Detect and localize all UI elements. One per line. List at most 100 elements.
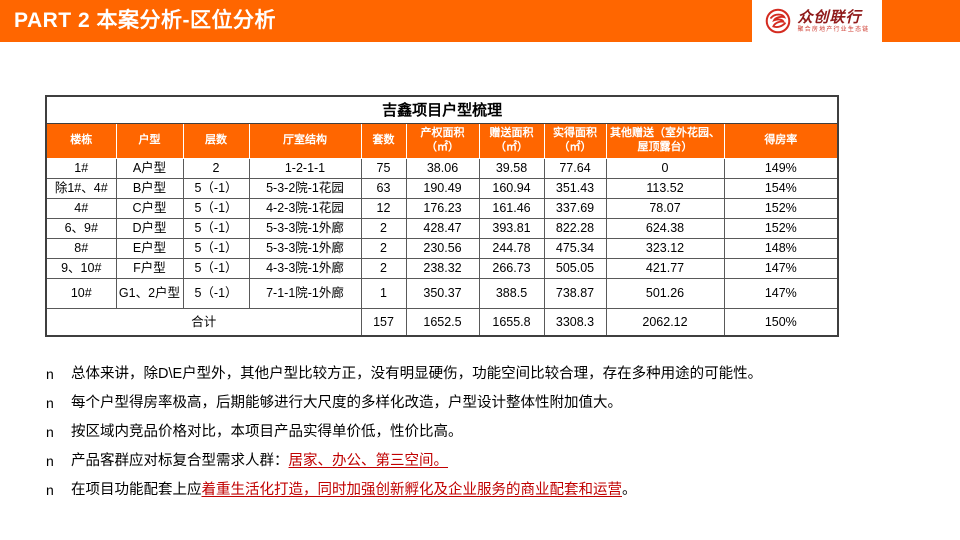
total-cell: 1652.5	[405, 307, 480, 337]
unit-type-table: 吉鑫项目户型梳理 楼栋 户型 层数 厅室结构 套数 产权面积（㎡） 赠送面积（㎡） 实得面积（…	[45, 95, 840, 337]
table-cell: 0	[605, 157, 725, 179]
table-cell: 738.87	[543, 277, 607, 309]
table-cell: 337.69	[543, 197, 607, 219]
table-cell: 1-2-1-1	[248, 157, 362, 179]
bullet-item: n 每个户型得房率极高，后期能够进行大尺度的多样化改造，户型设计整体性附加值大。	[46, 393, 931, 413]
total-cell: 157	[360, 307, 407, 337]
table-cell: 除1#、4#	[45, 177, 117, 199]
table-row: 除1#、4# B户型 5（-1） 5-3-2院-1花园 63 190.49 160.94 35…	[45, 177, 839, 199]
table-cell: 822.28	[543, 217, 607, 239]
table-cell: 238.32	[405, 257, 480, 279]
table-cell: G1、2户型	[115, 277, 184, 309]
bullet-marker: n	[46, 453, 54, 469]
bullet-marker: n	[46, 395, 54, 411]
slide-title: PART 2 本案分析-区位分析	[14, 9, 276, 32]
bullet-list: n 总体来讲，除D\E户型外，其他户型比较方正，没有明显硬伤，功能空间比较合理，存…	[46, 364, 931, 509]
bullet-item: n 在项目功能配套上应着重生活化打造，同时加强创新孵化及企业服务的商业配套和运营。	[46, 480, 931, 500]
table-cell: 624.38	[605, 217, 725, 239]
highlighted-text: 居家、办公、第三空间。	[288, 453, 449, 469]
table-cell: 4-2-3院-1花园	[248, 197, 362, 219]
table-row: 9、10# F户型 5（-1） 4-3-3院-1外廊 2 238.32 266.73 505.…	[45, 257, 839, 279]
column-header: 其他赠送（室外花园、屋顶露台）	[605, 122, 725, 159]
table-row: 8# E户型 5（-1） 5-3-3院-1外廊 2 230.56 244.78 475.34 3…	[45, 237, 839, 259]
bullet-item: n 总体来讲，除D\E户型外，其他户型比较方正，没有明显硬伤，功能空间比较合理，存…	[46, 364, 931, 384]
table-cell: 160.94	[478, 177, 545, 199]
highlighted-text: 着重生活化打造，同时加强创新孵化及企业服务的商业配套和运营	[201, 482, 623, 498]
column-header: 得房率	[723, 122, 839, 159]
table-row: 6、9# D户型 5（-1） 5-3-3院-1外廊 2 428.47 393.81 822.2…	[45, 217, 839, 239]
plain-text: 产品客群应对标复合型需求人群：	[71, 453, 289, 469]
table-cell: 501.26	[605, 277, 725, 309]
table-cell: 154%	[723, 177, 839, 199]
table-cell: 78.07	[605, 197, 725, 219]
table-header-row: 楼栋 户型 层数 厅室结构 套数 产权面积（㎡） 赠送面积（㎡） 实得面积（㎡） 其他赠送（室外…	[45, 122, 839, 159]
bullet-item: n 按区域内竞品价格对比，本项目产品实得单价低，性价比高。	[46, 422, 931, 442]
table-row: 10# G1、2户型 5（-1） 7-1-1院-1外廊 1 350.37 388.5 738.…	[45, 277, 839, 309]
plain-text: 在项目功能配套上应	[71, 482, 202, 498]
bullet-text: 产品客群应对标复合型需求人群：居家、办公、第三空间。	[71, 451, 931, 471]
column-header: 套数	[360, 122, 407, 159]
table-cell: 2	[182, 157, 250, 179]
table-cell: D户型	[115, 217, 184, 239]
table-cell: 421.77	[605, 257, 725, 279]
table-cell: 75	[360, 157, 407, 179]
bullet-marker: n	[46, 366, 54, 382]
logo-swirl-icon	[764, 7, 792, 35]
total-cell: 2062.12	[605, 307, 725, 337]
table-title: 吉鑫项目户型梳理	[45, 95, 839, 124]
table-cell: F户型	[115, 257, 184, 279]
table-cell: 4-3-3院-1外廊	[248, 257, 362, 279]
table-cell: 5（-1）	[182, 257, 250, 279]
top-bar: PART 2 本案分析-区位分析 众创联行 聚合房地产行业生态链	[0, 0, 960, 42]
table-row: 4# C户型 5（-1） 4-2-3院-1花园 12 176.23 161.46 337.69…	[45, 197, 839, 219]
table-cell: 12	[360, 197, 407, 219]
table-cell: 393.81	[478, 217, 545, 239]
table-cell: 350.37	[405, 277, 480, 309]
logo-text: 众创联行 聚合房地产行业生态链	[797, 7, 869, 33]
table-cell: 38.06	[405, 157, 480, 179]
table-cell: A户型	[115, 157, 184, 179]
bullet-text: 总体来讲，除D\E户型外，其他户型比较方正，没有明显硬伤，功能空间比较合理，存在…	[71, 364, 931, 384]
table-title-row: 吉鑫项目户型梳理	[45, 95, 839, 124]
table-cell: 5（-1）	[182, 197, 250, 219]
total-cell: 150%	[723, 307, 839, 337]
company-logo: 众创联行 聚合房地产行业生态链	[752, 0, 882, 42]
table-cell: 5-3-3院-1外廊	[248, 237, 362, 259]
table-cell: 7-1-1院-1外廊	[248, 277, 362, 309]
table-cell: 152%	[723, 197, 839, 219]
column-header: 实得面积（㎡）	[543, 122, 607, 159]
column-header: 户型	[115, 122, 184, 159]
table-cell: 10#	[45, 277, 117, 309]
table-cell: 63	[360, 177, 407, 199]
table-cell: 244.78	[478, 237, 545, 259]
table-cell: 6、9#	[45, 217, 117, 239]
total-cell: 3308.3	[543, 307, 607, 337]
table-cell: 148%	[723, 237, 839, 259]
table-cell: E户型	[115, 237, 184, 259]
table-cell: 4#	[45, 197, 117, 219]
table-cell: 505.05	[543, 257, 607, 279]
table-cell: 161.46	[478, 197, 545, 219]
table-cell: 39.58	[478, 157, 545, 179]
table-cell: 8#	[45, 237, 117, 259]
column-header: 层数	[182, 122, 250, 159]
plain-text: 每个户型得房率极高，后期能够进行大尺度的多样化改造，户型设计整体性附加值大。	[71, 395, 622, 411]
table-cell: 5（-1）	[182, 237, 250, 259]
table-row: 1# A户型 2 1-2-1-1 75 38.06 39.58 77.64 0 149%	[45, 157, 839, 179]
bullet-text: 每个户型得房率极高，后期能够进行大尺度的多样化改造，户型设计整体性附加值大。	[71, 393, 931, 413]
table-cell: 266.73	[478, 257, 545, 279]
bullet-marker: n	[46, 424, 54, 440]
logo-brand-name: 众创联行	[797, 7, 862, 26]
table-cell: 2	[360, 217, 407, 239]
column-header: 赠送面积（㎡）	[478, 122, 545, 159]
table-cell: 388.5	[478, 277, 545, 309]
table-cell: C户型	[115, 197, 184, 219]
table-cell: B户型	[115, 177, 184, 199]
table-cell: 190.49	[405, 177, 480, 199]
table-cell: 113.52	[605, 177, 725, 199]
table-cell: 5（-1）	[182, 277, 250, 309]
table-cell: 230.56	[405, 237, 480, 259]
table-cell: 323.12	[605, 237, 725, 259]
table-cell: 176.23	[405, 197, 480, 219]
plain-text: 按区域内竞品价格对比，本项目产品实得单价低，性价比高。	[71, 424, 463, 440]
